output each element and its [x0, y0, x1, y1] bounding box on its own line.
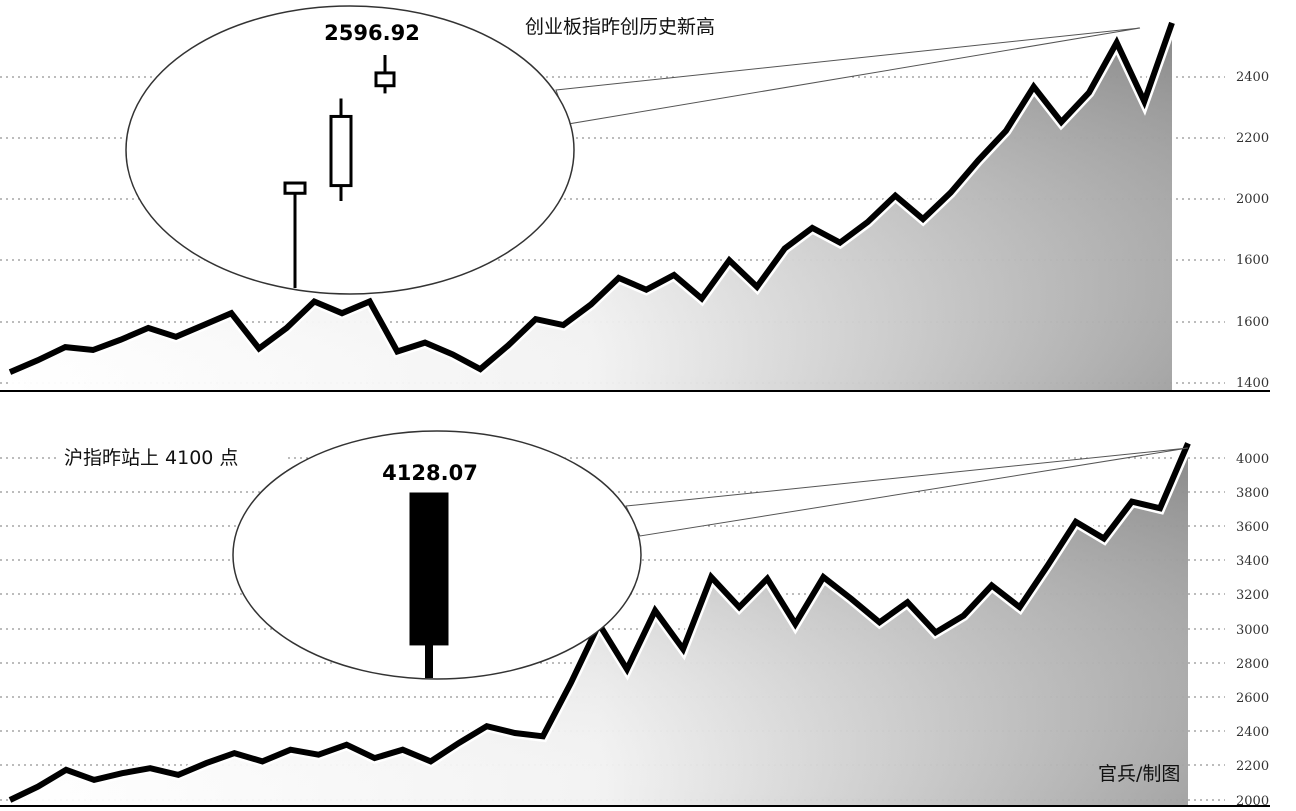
y-tick-label: 4000: [1236, 452, 1269, 467]
y-tick-label: 3800: [1236, 486, 1269, 501]
y-tick-label: 3000: [1236, 623, 1269, 638]
callout-pointer: [625, 447, 1189, 537]
callout-value: 2596.92: [324, 21, 420, 45]
candle-body: [283, 181, 307, 195]
y-tick-label: 2400: [1236, 70, 1269, 85]
y-tick-label: 1400: [1236, 376, 1269, 391]
credit-label: 官兵/制图: [1098, 763, 1180, 785]
y-axis-ticks: 1400 1600 1600 2000 2200 2400: [1236, 70, 1269, 391]
candle-body: [409, 492, 449, 646]
callout-candles: [283, 55, 396, 288]
y-tick-label: 2000: [1236, 192, 1269, 207]
y-tick-label: 2800: [1236, 657, 1269, 672]
callout-value: 4128.07: [382, 461, 478, 485]
y-tick-label: 3200: [1236, 588, 1269, 603]
y-tick-label: 1600: [1236, 253, 1269, 268]
y-tick-label: 3600: [1236, 520, 1269, 535]
y-axis-ticks: 2000220024002600280030003200340036003800…: [1236, 452, 1269, 809]
chart-title-backdrop: [60, 441, 286, 471]
chart-title: 创业板指昨创历史新高: [525, 16, 715, 38]
candle-body: [329, 114, 353, 188]
candle-body: [374, 71, 396, 88]
chart-title: 沪指昨站上 4100 点: [64, 447, 238, 469]
y-tick-label: 2400: [1236, 725, 1269, 740]
callout-candles: [409, 492, 449, 678]
y-tick-label: 2200: [1236, 131, 1269, 146]
series-line: [8, 21, 1175, 375]
chart-panel-chinext: 1400 1600 1600 2000 2200 2400 2596.92 创业板指昨创历…: [0, 5, 1270, 392]
y-tick-label: 3400: [1236, 554, 1269, 569]
series-area-shade: [10, 22, 1172, 391]
y-tick-label: 1600: [1236, 315, 1269, 330]
chart-panel-shanghai: 2000220024002600280030003200340036003800…: [0, 430, 1270, 809]
y-tick-label: 2600: [1236, 691, 1269, 706]
y-tick-label: 2200: [1236, 759, 1269, 774]
